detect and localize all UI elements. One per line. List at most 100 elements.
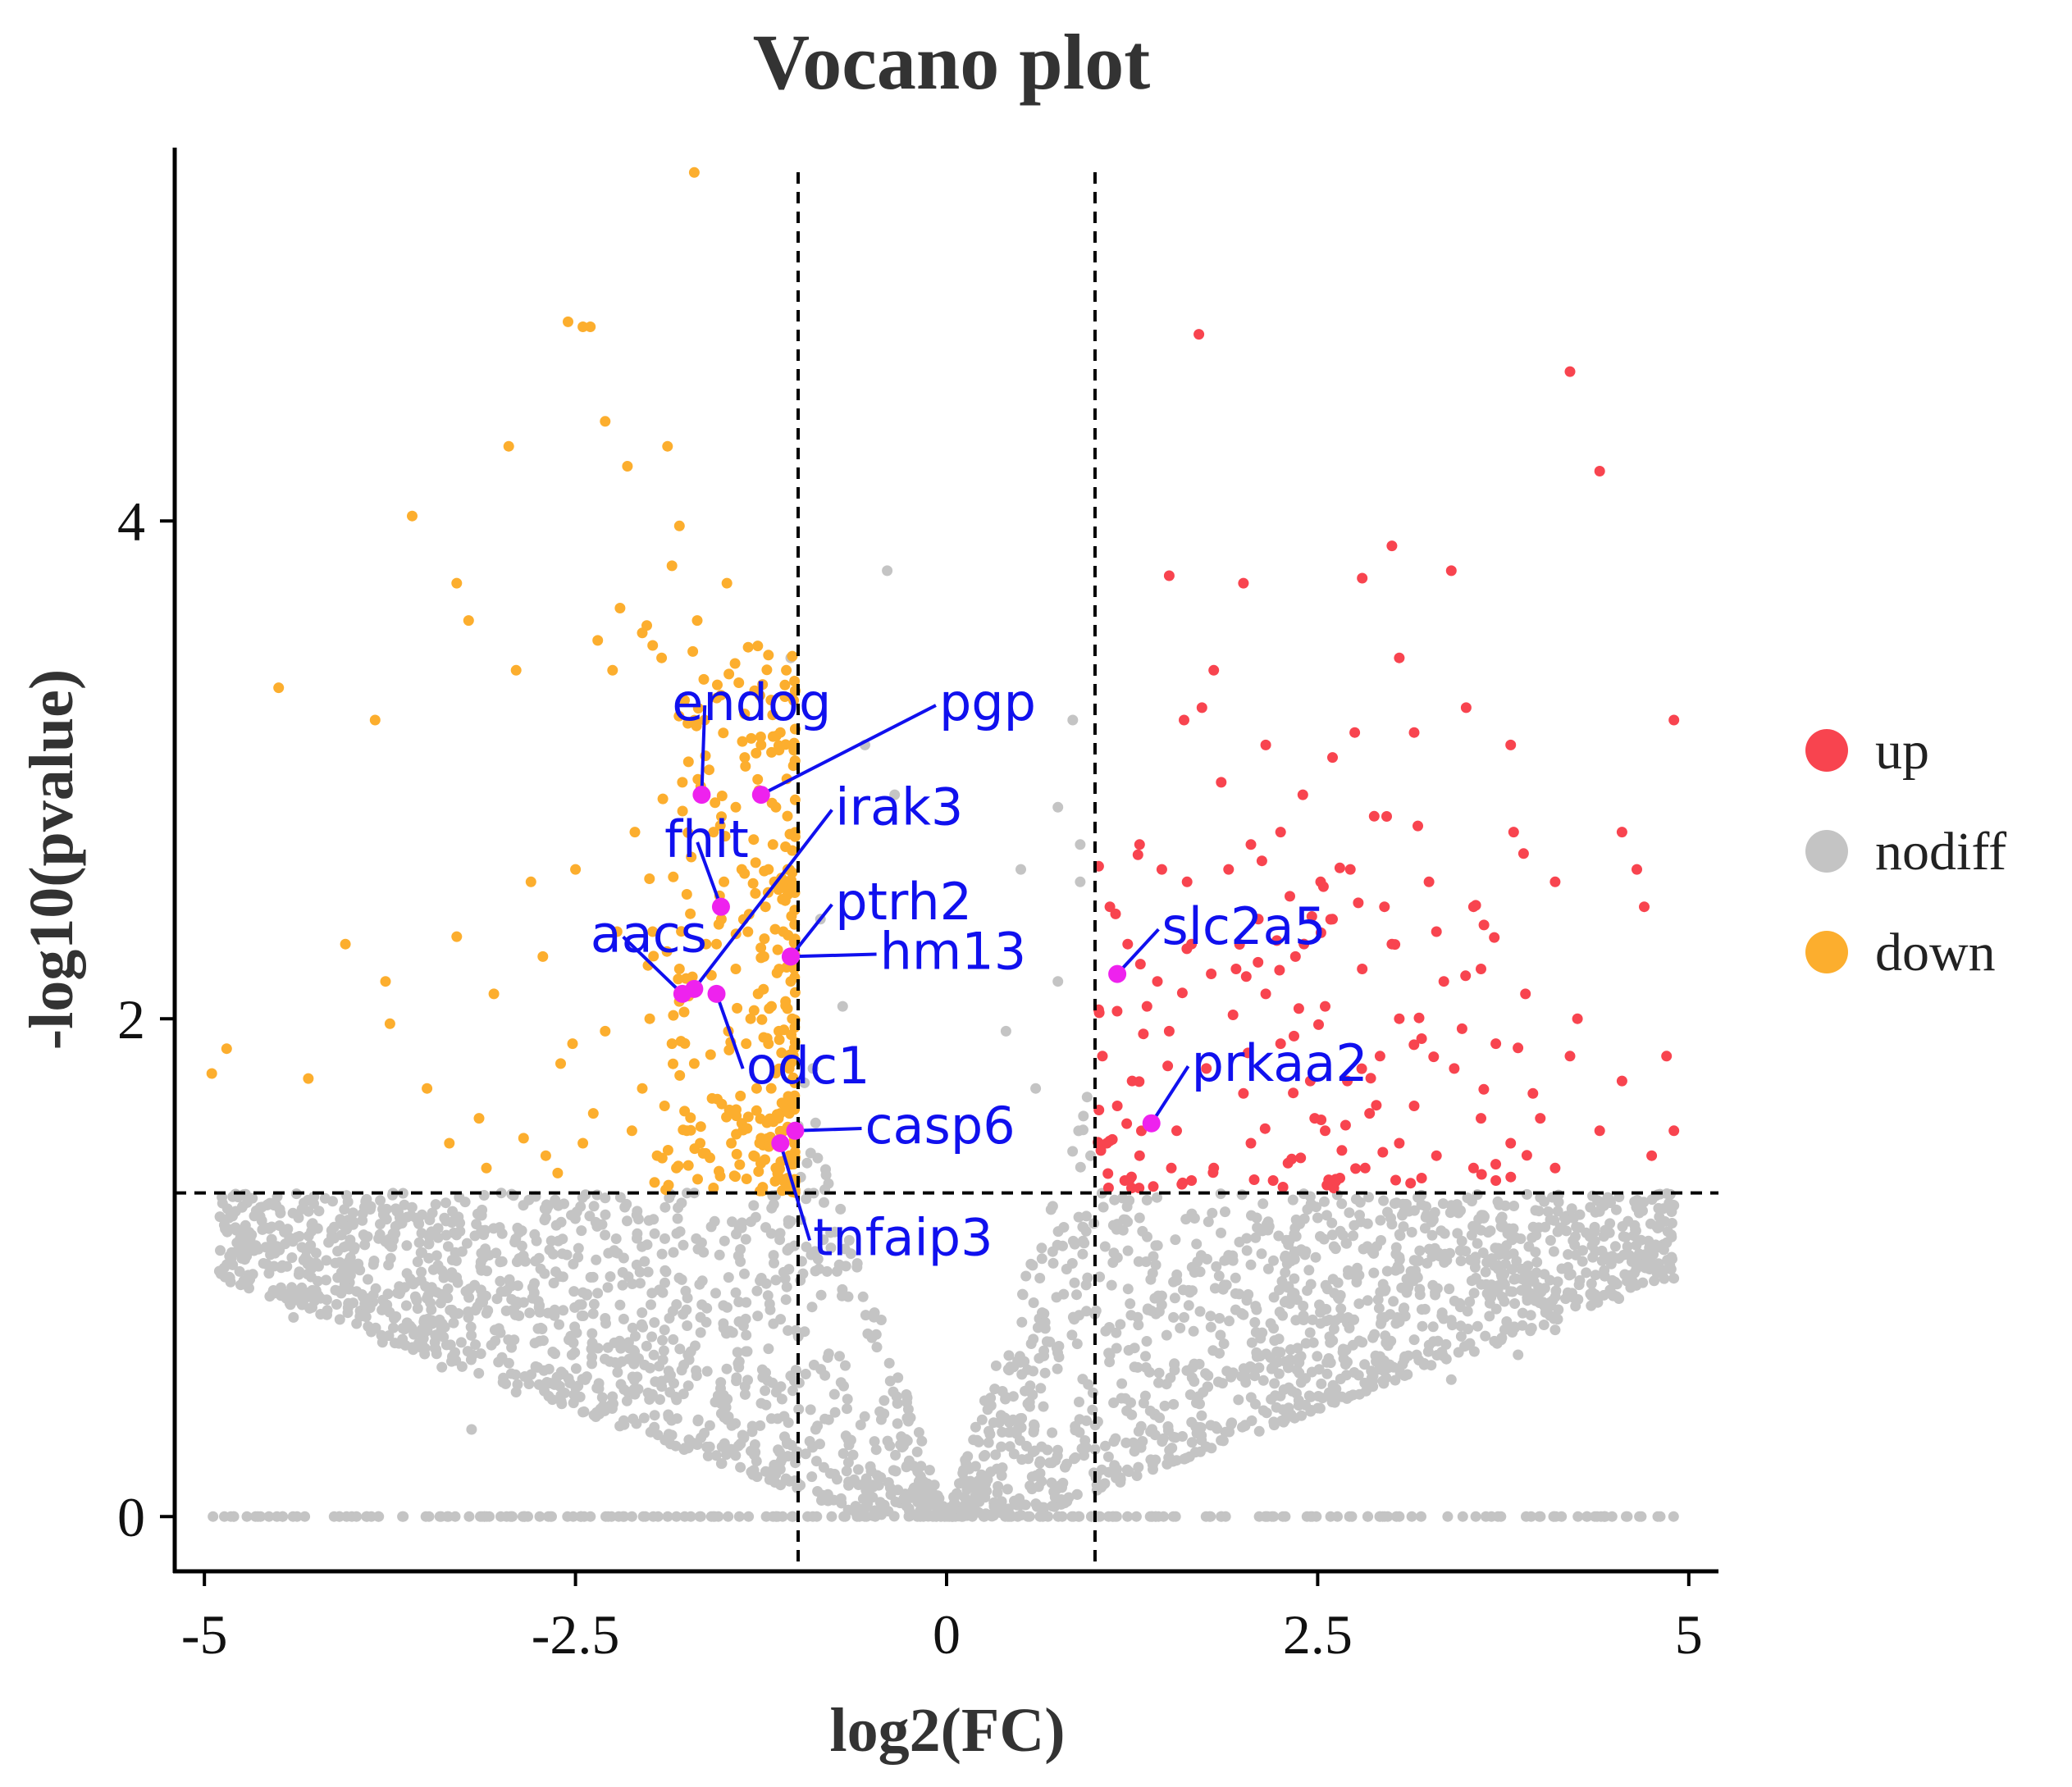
nodiff-point — [1344, 1207, 1355, 1219]
nodiff-point — [1456, 1235, 1467, 1247]
gene-leader-line — [790, 952, 877, 959]
nodiff-point — [1505, 1286, 1517, 1297]
nodiff-point — [1301, 1511, 1312, 1522]
nodiff-point — [1651, 1221, 1663, 1232]
nodiff-point — [1161, 1329, 1172, 1341]
nodiff-point — [397, 1188, 408, 1199]
up-point — [1449, 1063, 1460, 1074]
nodiff-point — [1268, 1416, 1280, 1428]
nodiff-point — [837, 1283, 848, 1295]
nodiff-point — [618, 1252, 629, 1264]
up-points-layer — [1093, 329, 1680, 1194]
nodiff-point — [310, 1247, 322, 1259]
gene-label: hm13 — [880, 922, 1027, 982]
nodiff-point — [1012, 1511, 1024, 1522]
nodiff-point — [1540, 1306, 1551, 1318]
up-point — [1102, 1183, 1114, 1193]
nodiff-point — [958, 1465, 969, 1476]
nodiff-point — [282, 1224, 294, 1235]
up-point — [1095, 1145, 1107, 1156]
nodiff-point — [262, 1199, 273, 1210]
down-point — [647, 926, 659, 937]
nodiff-point — [359, 1239, 371, 1251]
nodiff-point — [679, 1511, 691, 1522]
down-point — [708, 1183, 719, 1193]
nodiff-point — [1098, 1201, 1109, 1213]
nodiff-point — [1144, 1405, 1156, 1416]
gene-leader-line — [789, 903, 833, 958]
nodiff-point — [332, 1246, 344, 1257]
nodiff-point — [1525, 1325, 1536, 1337]
nodiff-point — [1313, 1364, 1325, 1375]
nodiff-point — [1071, 1289, 1082, 1301]
nodiff-point — [1454, 1302, 1466, 1313]
up-point — [1163, 570, 1175, 581]
down-point — [739, 868, 751, 879]
down-point — [525, 876, 536, 887]
nodiff-point — [1125, 1298, 1136, 1310]
nodiff-point — [1338, 1343, 1349, 1355]
down-point — [677, 805, 688, 817]
nodiff-point — [1620, 1232, 1632, 1243]
nodiff-point — [1637, 1277, 1649, 1288]
nodiff-point — [1668, 1511, 1679, 1522]
nodiff-point — [1220, 1426, 1231, 1438]
nodiff-point — [1408, 1205, 1420, 1216]
nodiff-point — [1378, 1195, 1390, 1206]
up-point — [1275, 1038, 1286, 1050]
nodiff-point — [1381, 1372, 1392, 1384]
nodiff-point — [1103, 1466, 1115, 1478]
nodiff-point — [1463, 1339, 1473, 1351]
nodiff-point — [230, 1206, 241, 1217]
nodiff-point — [537, 1335, 549, 1347]
up-point — [1176, 1178, 1188, 1190]
down-point — [705, 1152, 715, 1164]
nodiff-point — [1590, 1270, 1601, 1281]
nodiff-point — [730, 1287, 742, 1298]
nodiff-point — [294, 1231, 305, 1242]
up-point — [1102, 1168, 1114, 1179]
nodiff-point — [730, 1450, 742, 1461]
nodiff-point — [835, 1377, 847, 1388]
nodiff-point — [585, 1511, 596, 1522]
nodiff-point — [568, 1286, 580, 1297]
down-point — [407, 510, 418, 522]
x-axis-title: log2(FC) — [829, 1696, 1065, 1765]
gene-highlight-point — [786, 1121, 805, 1140]
down-point — [761, 1033, 773, 1044]
nodiff-point — [1150, 1240, 1162, 1251]
nodiff-point — [1562, 1287, 1573, 1298]
nodiff-point — [288, 1311, 299, 1323]
nodiff-point — [782, 1245, 793, 1256]
nodiff-point — [642, 1266, 654, 1278]
down-point — [685, 1112, 696, 1124]
nodiff-point — [934, 1503, 946, 1515]
nodiff-point — [1321, 1210, 1332, 1221]
nodiff-point — [818, 1234, 829, 1246]
up-point — [1594, 1125, 1605, 1137]
nodiff-point — [398, 1511, 409, 1522]
nodiff-point — [600, 1318, 611, 1329]
nodiff-point — [576, 1511, 586, 1522]
nodiff-point — [1075, 839, 1086, 850]
down-point — [783, 929, 794, 941]
nodiff-point — [577, 1287, 589, 1298]
labeled-genes-layer: endog pgpfhitirak3aacsptrh2hm13odc1casp6t… — [591, 672, 1368, 1268]
nodiff-point — [524, 1307, 536, 1319]
up-point — [1445, 565, 1457, 577]
up-point — [1505, 739, 1517, 750]
nodiff-point — [1045, 1204, 1057, 1215]
nodiff-point — [588, 1201, 600, 1212]
nodiff-point — [1283, 1281, 1294, 1292]
nodiff-point — [659, 1201, 671, 1213]
nodiff-point — [872, 1470, 883, 1481]
up-point — [1661, 1051, 1673, 1062]
nodiff-point — [1572, 1294, 1584, 1305]
nodiff-point — [800, 1369, 811, 1379]
nodiff-point — [1360, 1385, 1371, 1397]
nodiff-point — [1149, 1292, 1161, 1304]
nodiff-point — [534, 1511, 545, 1522]
down-point — [781, 1181, 792, 1192]
nodiff-point — [1280, 1414, 1291, 1425]
nodiff-point — [852, 1464, 864, 1475]
